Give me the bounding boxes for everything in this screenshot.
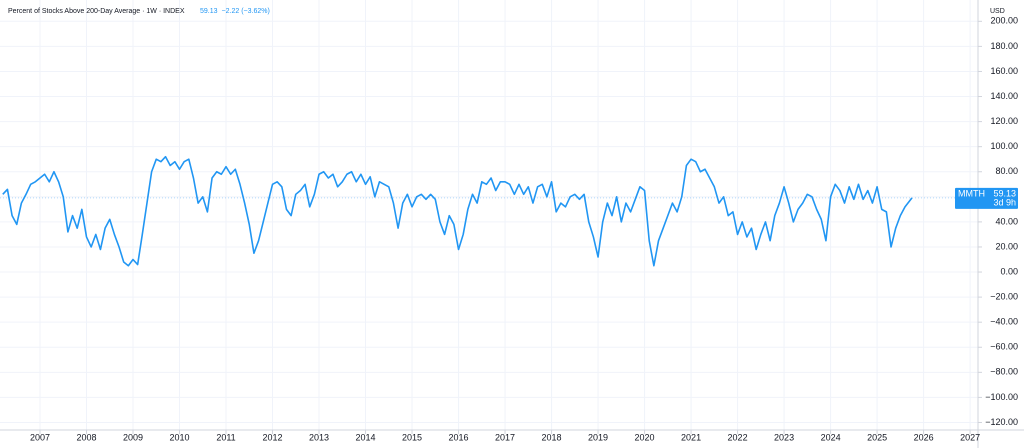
price-label-value: 59.13 [993,188,1016,198]
y-tick-label: 80.00 [995,166,1018,176]
y-tick-label: 200.00 [990,16,1018,26]
x-tick-label: 2026 [914,432,934,442]
x-tick-label: 2015 [402,432,422,442]
x-tick-label: 2009 [123,432,143,442]
header-last-value: 59.13 [200,8,218,15]
y-tick-label: 180.00 [990,41,1018,51]
x-tick-label: 2012 [263,432,283,442]
price-label-countdown: 3d 9h [993,197,1016,207]
y-tick-label: −40.00 [990,317,1018,327]
x-tick-label: 2022 [728,432,748,442]
y-tick-label: −100.00 [985,392,1018,402]
y-tick-label: 0.00 [1000,266,1018,276]
y-tick-label: −120.00 [985,417,1018,427]
y-tick-label: 20.00 [995,241,1018,251]
x-tick-label: 2018 [542,432,562,442]
grid [0,0,978,430]
y-tick-label: −80.00 [990,367,1018,377]
x-tick-label: 2008 [76,432,96,442]
x-tick-label: 2024 [821,432,841,442]
x-tick-label: 2010 [169,432,189,442]
x-tick-label: 2025 [867,432,887,442]
y-tick-label: −60.00 [990,342,1018,352]
chart-title: Percent of Stocks Above 200-Day Average … [8,8,185,15]
x-tick-label: 2013 [309,432,329,442]
series-line [2,155,913,267]
x-tick-label: 2014 [356,432,376,442]
x-tick-label: 2007 [30,432,50,442]
currency-label: USD [990,8,1005,15]
y-tick-label: 140.00 [990,91,1018,101]
y-tick-label: 100.00 [990,141,1018,151]
x-tick-label: 2011 [216,432,235,442]
y-tick-label: 160.00 [990,66,1018,76]
price-label-box [955,187,1018,209]
y-tick-label: 120.00 [990,116,1018,126]
x-tick-label: 2020 [635,432,655,442]
x-tick-label: 2023 [774,432,794,442]
y-tick-label: 40.00 [995,216,1018,226]
x-tick-label: 2027 [960,432,980,442]
x-tick-label: 2016 [449,432,469,442]
y-tick-label: −20.00 [990,291,1018,301]
x-tick-label: 2021 [681,432,701,442]
price-label-symbol: MMTH [958,188,985,198]
x-tick-label: 2017 [495,432,515,442]
x-tick-label: 2019 [588,432,608,442]
header-change: −2.22 (−3.62%) [222,8,270,15]
